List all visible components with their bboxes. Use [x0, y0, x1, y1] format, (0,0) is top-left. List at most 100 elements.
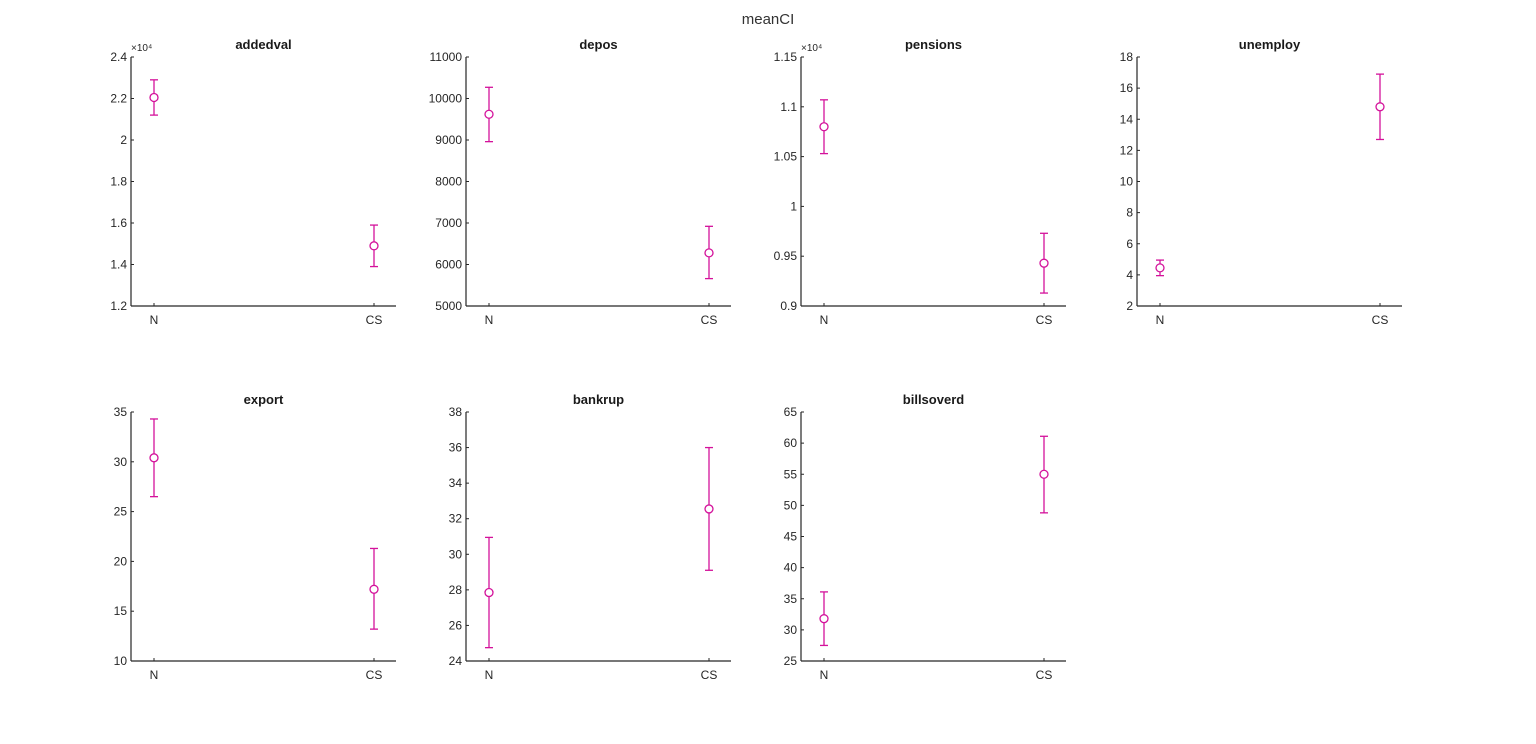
y-tick-label: 6000 [435, 258, 462, 272]
y-tick-label: 1.15 [774, 50, 798, 64]
y-tick-label: 8 [1126, 206, 1133, 220]
subplot-addedval: 1.2 1.4 1.6 1.8 2 2.2 2.4 N CS addedval ×10⁴ [110, 37, 396, 327]
x-tick-label: N [485, 668, 494, 682]
mean-marker [819, 122, 829, 132]
y-tick-label: 0.95 [774, 249, 798, 263]
y-tick-label: 15 [114, 604, 128, 618]
y-tick-label: 10000 [429, 92, 463, 106]
y-tick-label: 18 [1120, 50, 1134, 64]
exponent-label: ×10⁴ [801, 43, 822, 54]
y-tick-label: 1.4 [110, 258, 127, 272]
y-tick-label: 7000 [435, 216, 462, 230]
x-tick-label: CS [701, 668, 718, 682]
y-tick-label: 11000 [430, 50, 463, 64]
mean-marker [369, 241, 379, 251]
y-tick-label: 6 [1126, 237, 1133, 251]
subplot-depos: 5000 6000 7000 8000 9000 10000 11000 N CS depos [429, 37, 731, 327]
subplot-unemploy: 2 4 6 8 10 12 14 16 18 N CS unemploy [1120, 37, 1402, 327]
errorbar-CS [1375, 73, 1385, 141]
subplot-title: pensions [905, 37, 962, 52]
mean-marker [704, 248, 714, 258]
mean-marker [819, 614, 829, 624]
x-tick-label: CS [1372, 313, 1389, 327]
y-tick-label: 25 [784, 654, 798, 668]
x-tick-label: CS [366, 313, 383, 327]
subplot-title: unemploy [1239, 37, 1301, 52]
y-tick-label: 36 [449, 441, 463, 455]
y-tick-label: 10 [1120, 175, 1134, 189]
errorbar-N [484, 86, 494, 143]
errorbar-N [819, 591, 829, 647]
figure-title: meanCI [741, 11, 795, 28]
y-tick-label: 35 [784, 592, 798, 606]
mean-marker [1039, 258, 1049, 268]
exponent-label: ×10⁴ [131, 43, 152, 54]
y-tick-label: 1.6 [110, 216, 127, 230]
y-tick-label: 2.2 [110, 92, 127, 106]
y-tick-label: 2.4 [110, 50, 127, 64]
x-tick-label: CS [1036, 313, 1053, 327]
y-tick-label: 2 [1126, 299, 1133, 313]
y-tick-label: 14 [1120, 112, 1134, 126]
y-tick-label: 1.1 [780, 100, 797, 114]
x-tick-label: N [485, 313, 494, 327]
y-tick-label: 1.05 [774, 150, 798, 164]
mean-marker [149, 92, 159, 103]
mean-marker [1155, 263, 1165, 273]
mean-marker [1039, 469, 1049, 479]
mean-marker [369, 584, 379, 594]
mean-marker [704, 504, 714, 514]
errorbar-N [149, 79, 159, 116]
subplot-title: addedval [235, 37, 291, 52]
y-tick-label: 10 [114, 654, 128, 668]
y-tick-label: 2 [120, 133, 127, 147]
y-tick-label: 20 [114, 554, 128, 568]
mean-marker [484, 587, 494, 598]
errorbar-CS [1039, 435, 1049, 514]
subplot-title: billsoverd [903, 392, 964, 407]
y-tick-label: 30 [784, 623, 798, 637]
subplot-export: 10 15 20 25 30 35 N CS export [114, 392, 396, 682]
x-tick-label: CS [701, 313, 718, 327]
errorbar-CS [1039, 232, 1049, 294]
mean-marker [1375, 102, 1385, 112]
y-tick-label: 4 [1126, 268, 1133, 282]
subplot-billsoverd: 25 30 35 40 45 50 55 60 65 N CS billsoverd [784, 392, 1066, 682]
y-tick-label: 65 [784, 405, 798, 419]
y-tick-label: 38 [449, 405, 463, 419]
mean-marker [149, 453, 159, 463]
y-tick-label: 34 [449, 476, 463, 490]
y-tick-label: 1 [790, 199, 797, 213]
y-tick-label: 26 [449, 618, 463, 632]
subplot-title: export [244, 392, 284, 407]
y-tick-label: 30 [114, 455, 128, 469]
y-tick-label: 25 [114, 505, 128, 519]
y-tick-label: 0.9 [780, 299, 797, 313]
y-tick-label: 1.2 [110, 299, 127, 313]
y-tick-label: 28 [449, 583, 463, 597]
y-tick-label: 5000 [435, 299, 462, 313]
y-tick-label: 16 [1120, 81, 1134, 95]
y-tick-label: 30 [449, 547, 463, 561]
x-tick-label: N [820, 313, 829, 327]
y-tick-label: 1.8 [110, 175, 127, 189]
y-tick-label: 55 [784, 467, 798, 481]
x-tick-label: N [150, 313, 159, 327]
errorbar-CS [369, 224, 379, 268]
y-tick-label: 50 [784, 498, 798, 512]
y-tick-label: 40 [784, 561, 798, 575]
errorbar-CS [704, 225, 714, 280]
y-tick-label: 32 [449, 512, 463, 526]
x-tick-label: N [1156, 313, 1165, 327]
x-tick-label: CS [366, 668, 383, 682]
subplot-title: depos [579, 37, 617, 52]
y-tick-label: 24 [449, 654, 463, 668]
errorbar-N [149, 418, 159, 498]
subplot-pensions: 0.9 0.95 1 1.05 1.1 1.15 N CS pensions ×10⁴ [774, 37, 1066, 327]
subplot-bankrup: 24 26 28 30 32 34 36 38 N CS bankrup [449, 392, 731, 682]
errorbar-N [1155, 259, 1165, 277]
y-tick-label: 12 [1120, 143, 1134, 157]
y-tick-label: 8000 [435, 175, 462, 189]
x-tick-label: N [150, 668, 159, 682]
